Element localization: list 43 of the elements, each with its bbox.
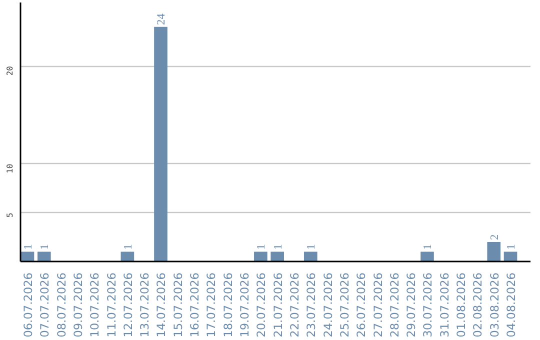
data-label: 24 bbox=[156, 13, 168, 25]
data-label: 1 bbox=[306, 244, 318, 250]
x-tick-label: 23.07.2026 bbox=[304, 272, 318, 338]
x-tick-label: 19.07.2026 bbox=[238, 272, 252, 338]
x-tick-label: 14.07.2026 bbox=[154, 272, 168, 338]
x-tick-label: 12.07.2026 bbox=[120, 272, 135, 338]
y-tick-label: 5 bbox=[6, 212, 14, 218]
data-label: 1 bbox=[272, 244, 284, 250]
x-tick-label: 04.08.2026 bbox=[504, 272, 518, 338]
data-label: 1 bbox=[422, 244, 434, 250]
x-tick-label: 06.07.2026 bbox=[20, 272, 35, 338]
x-tick-label: 13.07.2026 bbox=[138, 272, 152, 338]
x-tick-label: 09.07.2026 bbox=[70, 272, 85, 338]
x-tick-label: 01.08.2026 bbox=[454, 272, 468, 338]
x-tick-label: 25.07.2026 bbox=[337, 272, 352, 338]
x-tick-label: 21.07.2026 bbox=[270, 272, 285, 338]
x-tick-label: 11.07.2026 bbox=[104, 272, 118, 338]
data-label: 1 bbox=[22, 244, 34, 250]
x-tick-label: 24.07.2026 bbox=[320, 272, 335, 338]
x-tick-label: 17.07.2026 bbox=[204, 272, 218, 338]
data-label: 1 bbox=[256, 244, 268, 250]
x-tick-label: 02.08.2026 bbox=[470, 272, 485, 338]
y-tick-label: 10 bbox=[6, 164, 14, 174]
y-tick-label: 20 bbox=[6, 66, 14, 76]
x-tick-label: 31.07.2026 bbox=[437, 272, 452, 338]
x-tick-label: 15.07.2026 bbox=[170, 272, 185, 338]
x-tick-label: 18.07.2026 bbox=[220, 272, 235, 338]
x-tick-label: 22.07.2026 bbox=[287, 272, 302, 338]
x-tick-label: 28.07.2026 bbox=[387, 272, 402, 338]
x-tick-label: 10.07.2026 bbox=[88, 272, 102, 338]
x-tick-label: 29.07.2026 bbox=[404, 272, 418, 338]
data-label: 2 bbox=[488, 234, 501, 240]
data-label: 1 bbox=[506, 244, 518, 250]
data-label: 1 bbox=[39, 244, 52, 250]
data-label: 1 bbox=[122, 244, 134, 250]
x-tick-label: 07.07.2026 bbox=[38, 272, 52, 338]
x-tick-label: 26.07.2026 bbox=[354, 272, 368, 338]
x-tick-label: 16.07.2026 bbox=[188, 272, 202, 338]
x-tick-label: 03.08.2026 bbox=[487, 272, 502, 338]
x-tick-label: 20.07.2026 bbox=[254, 272, 268, 338]
x-tick-label: 08.07.2026 bbox=[54, 272, 68, 338]
x-tick-label: 27.07.2026 bbox=[370, 272, 385, 338]
x-tick-label: 30.07.2026 bbox=[420, 272, 435, 338]
